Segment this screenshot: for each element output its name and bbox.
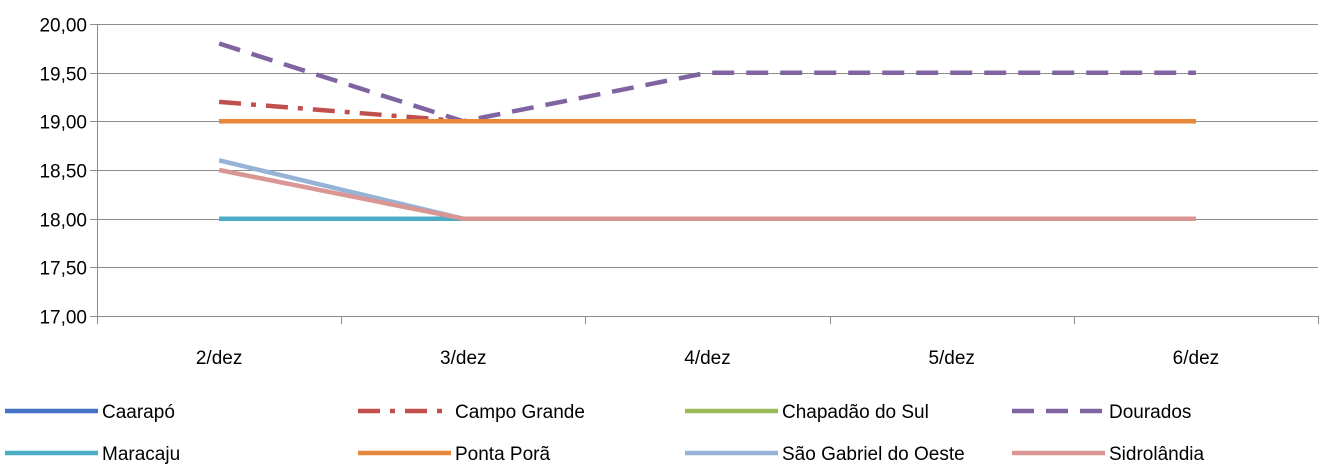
series-line-campo-grande bbox=[218, 99, 1196, 124]
legend-label-campo-grande: Campo Grande bbox=[455, 402, 585, 423]
series-line-sidrolandia bbox=[218, 167, 1196, 221]
series-line-sao-gabriel-do-oeste bbox=[218, 158, 1196, 221]
x-tick-label: 2/dez bbox=[196, 348, 242, 369]
y-tick-label: 17,00 bbox=[39, 308, 87, 329]
legend-label-maracaju: Maracaju bbox=[102, 444, 180, 464]
y-tick-label: 19,50 bbox=[39, 65, 87, 86]
y-tick-label: 17,50 bbox=[39, 259, 87, 280]
legend-label-sidrolandia: Sidrolândia bbox=[1109, 444, 1204, 464]
y-tick-label: 20,00 bbox=[39, 16, 87, 37]
y-tick-label: 18,50 bbox=[39, 162, 87, 183]
legend-label-dourados: Dourados bbox=[1109, 402, 1191, 423]
y-tick-label: 19,00 bbox=[39, 113, 87, 134]
legend-label-sao-gabriel-do-oeste: São Gabriel do Oeste bbox=[782, 444, 965, 464]
series-line-dourados bbox=[218, 41, 1196, 124]
legend: Caarapó Campo Grande Chapadão do Sul Dourad… bbox=[5, 402, 1204, 464]
legend-label-chapadao-do-sul: Chapadão do Sul bbox=[782, 402, 929, 423]
legend-label-caarapo: Caarapó bbox=[102, 402, 175, 423]
x-tick-label: 5/dez bbox=[928, 348, 974, 369]
legend-label-ponta-pora: Ponta Porã bbox=[455, 444, 550, 464]
x-tick-label: 6/dez bbox=[1173, 348, 1219, 369]
x-tick-label: 3/dez bbox=[440, 348, 486, 369]
axes: 17,00 17,50 18,00 18,50 19,00 19,50 20,00 2/dez… bbox=[39, 16, 1319, 369]
series-lines bbox=[218, 41, 1196, 221]
y-tick-label: 18,00 bbox=[39, 211, 87, 232]
x-tick-label: 4/dez bbox=[684, 348, 730, 369]
gridlines bbox=[97, 24, 1318, 268]
